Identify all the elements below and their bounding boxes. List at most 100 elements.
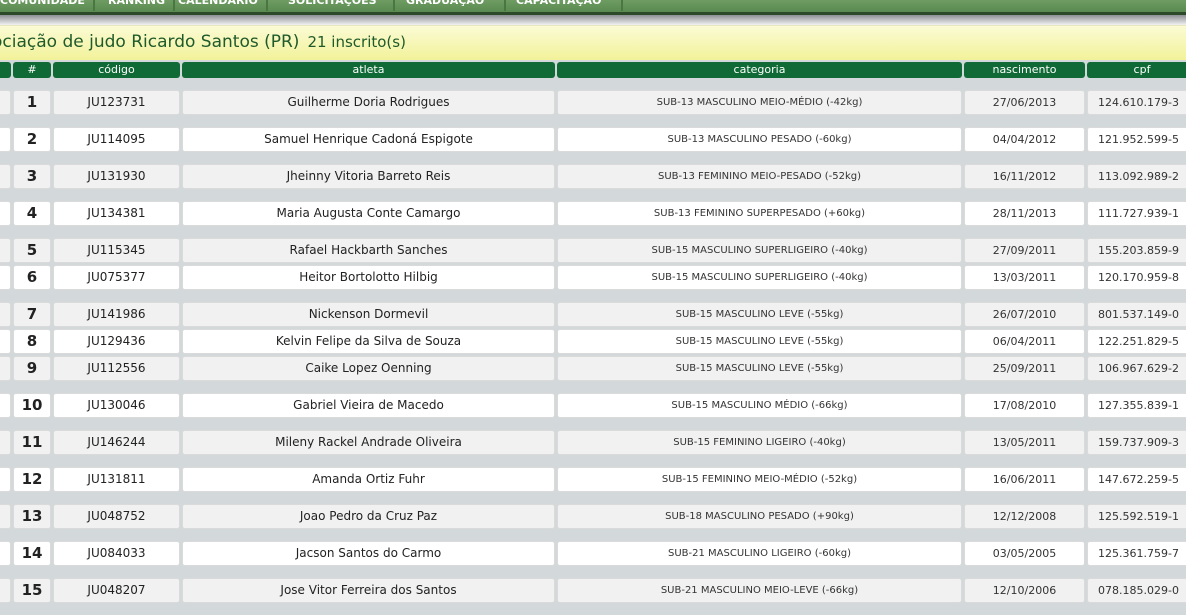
column-header-codigo[interactable]: código [53,62,180,78]
row-select-cell [0,504,11,529]
column-header-cpf[interactable]: cpf [1087,62,1186,78]
athlete-category: SUB-13 FEMININO SUPERPESADO (+60kg) [557,201,962,226]
athlete-name: Guilherme Doria Rodrigues [182,90,555,115]
registrations-count: 21 inscrito(s) [307,33,406,51]
main-nav: COMUNIDADE RANKING CALENDÁRIO SOLICITAÇÕ… [0,0,1186,12]
row-number: 2 [13,127,51,152]
nav-item-calendario[interactable]: CALENDÁRIO [170,0,268,11]
athlete-birthdate: 06/04/2011 [964,329,1085,354]
athlete-name: Nickenson Dormevil [182,302,555,327]
athlete-birthdate: 28/11/2013 [964,201,1085,226]
row-select-cell [0,201,11,226]
athlete-code: JU131811 [53,467,180,492]
athlete-birthdate: 04/04/2012 [964,127,1085,152]
column-header-number[interactable]: # [13,62,51,78]
athlete-category: SUB-15 FEMININO LIGEIRO (-40kg) [557,430,962,455]
row-select-cell [0,164,11,189]
row-select-cell [0,329,11,354]
athlete-name: Rafael Hackbarth Sanches [182,238,555,263]
athlete-cpf: 124.610.179-3 [1087,90,1186,115]
athlete-cpf: 120.170.959-8 [1087,265,1186,290]
row-select-cell [0,127,11,152]
athlete-cpf: 113.092.989-2 [1087,164,1186,189]
athlete-cpf: 155.203.859-9 [1087,238,1186,263]
row-number: 15 [13,578,51,603]
nav-divider [0,12,1186,15]
athlete-code: JU084033 [53,541,180,566]
row-select-cell [0,302,11,327]
athlete-birthdate: 12/12/2008 [964,504,1085,529]
nav-item-comunidade[interactable]: COMUNIDADE [0,0,95,11]
athlete-code: JU075377 [53,265,180,290]
athlete-cpf: 078.185.029-0 [1087,578,1186,603]
athlete-cpf: 147.672.259-5 [1087,467,1186,492]
row-select-cell [0,393,11,418]
athlete-code: JU134381 [53,201,180,226]
athlete-birthdate: 17/08/2010 [964,393,1085,418]
row-number: 12 [13,467,51,492]
athlete-birthdate: 12/10/2006 [964,578,1085,603]
row-select-cell [0,467,11,492]
title-bar: ociação de judo Ricardo Santos (PR) 21 in… [0,25,1186,60]
row-number: 5 [13,238,51,263]
athlete-category: SUB-15 MASCULINO LEVE (-55kg) [557,302,962,327]
row-number: 6 [13,265,51,290]
athlete-code: JU141986 [53,302,180,327]
row-number: 4 [13,201,51,226]
athlete-cpf: 125.361.759-7 [1087,541,1186,566]
athlete-code: JU114095 [53,127,180,152]
column-header-atleta[interactable]: atleta [182,62,555,78]
nav-item-solicitacoes[interactable]: SOLICITAÇÕES [280,0,395,11]
nav-item-capacitacao[interactable]: CAPACITAÇÃO [508,0,623,11]
column-header-categoria[interactable]: categoria [557,62,962,78]
association-name: ociação de judo Ricardo Santos (PR) [0,32,300,52]
row-number: 11 [13,430,51,455]
athlete-cpf: 159.737.909-3 [1087,430,1186,455]
athlete-birthdate: 25/09/2011 [964,356,1085,381]
athlete-code: JU131930 [53,164,180,189]
athlete-category: SUB-21 MASCULINO LIGEIRO (-60kg) [557,541,962,566]
athlete-name: Joao Pedro da Cruz Paz [182,504,555,529]
athlete-name: Heitor Bortolotto Hilbig [182,265,555,290]
athlete-code: JU048207 [53,578,180,603]
athlete-code: JU048752 [53,504,180,529]
athlete-category: SUB-15 MASCULINO LEVE (-55kg) [557,329,962,354]
row-select-cell [0,578,11,603]
athlete-birthdate: 13/05/2011 [964,430,1085,455]
row-number: 3 [13,164,51,189]
athlete-code: JU146244 [53,430,180,455]
row-select-cell [0,90,11,115]
athlete-name: Kelvin Felipe da Silva de Souza [182,329,555,354]
athlete-category: SUB-15 FEMININO MEIO-MÉDIO (-52kg) [557,467,962,492]
athlete-category: SUB-13 MASCULINO MEIO-MÉDIO (-42kg) [557,90,962,115]
athlete-category: SUB-21 MASCULINO MEIO-LEVE (-66kg) [557,578,962,603]
athlete-birthdate: 16/11/2012 [964,164,1085,189]
athlete-cpf: 121.952.599-5 [1087,127,1186,152]
athlete-code: JU129436 [53,329,180,354]
row-number: 7 [13,302,51,327]
nav-item-graduacao[interactable]: GRADUAÇÃO [398,0,506,11]
row-number: 13 [13,504,51,529]
athlete-birthdate: 16/06/2011 [964,467,1085,492]
athlete-birthdate: 13/03/2011 [964,265,1085,290]
athlete-category: SUB-15 MASCULINO MÉDIO (-66kg) [557,393,962,418]
athlete-category: SUB-18 MASCULINO PESADO (+90kg) [557,504,962,529]
row-number: 10 [13,393,51,418]
athlete-name: Maria Augusta Conte Camargo [182,201,555,226]
athlete-name: Jose Vitor Ferreira dos Santos [182,578,555,603]
nav-item-ranking[interactable]: RANKING [100,0,176,11]
row-number: 1 [13,90,51,115]
athlete-birthdate: 27/09/2011 [964,238,1085,263]
column-header-nascimento[interactable]: nascimento [964,62,1085,78]
athlete-cpf: 127.355.839-1 [1087,393,1186,418]
athlete-name: Samuel Henrique Cadoná Espigote [182,127,555,152]
nav-shadow [0,15,1186,25]
row-select-cell [0,356,11,381]
athlete-birthdate: 26/07/2010 [964,302,1085,327]
athlete-code: JU115345 [53,238,180,263]
athlete-code: JU123731 [53,90,180,115]
athlete-name: Caike Lopez Oenning [182,356,555,381]
athlete-category: SUB-15 MASCULINO SUPERLIGEIRO (-40kg) [557,265,962,290]
athlete-name: Jacson Santos do Carmo [182,541,555,566]
athlete-category: SUB-15 MASCULINO LEVE (-55kg) [557,356,962,381]
